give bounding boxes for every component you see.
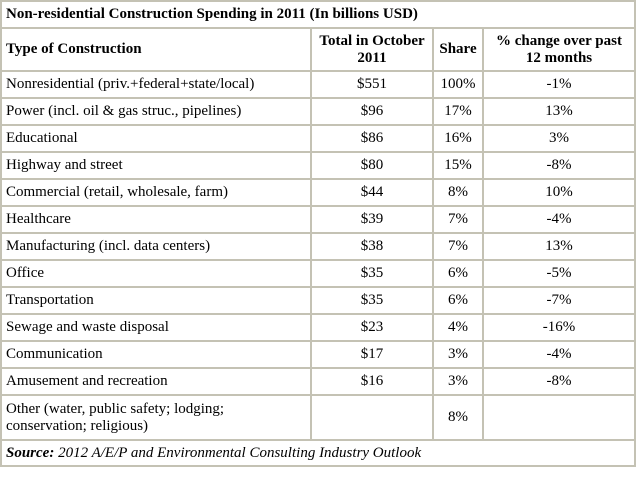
source-row: Source: 2012 A/E/P and Environmental Con… — [0, 439, 636, 467]
type-cell: Manufacturing (incl. data centers) — [0, 232, 312, 261]
table-row: Manufacturing (incl. data centers) $38 7% 1… — [0, 232, 636, 261]
total-cell: $23 — [310, 313, 434, 342]
share-cell: 16% — [432, 124, 484, 153]
source-note: Source: 2012 A/E/P and Environmental Con… — [0, 439, 636, 467]
share-cell: 8% — [432, 394, 484, 441]
type-cell: Power (incl. oil & gas struc., pipelines… — [0, 97, 312, 126]
total-cell: $35 — [310, 286, 434, 315]
share-cell: 17% — [432, 97, 484, 126]
header-type: Type of Construction — [0, 27, 312, 72]
share-cell: 8% — [432, 178, 484, 207]
table-row: Office $35 6% -5% — [0, 259, 636, 288]
type-cell: Sewage and waste disposal — [0, 313, 312, 342]
table-row: Amusement and recreation $16 3% -8% — [0, 367, 636, 396]
total-cell: $80 — [310, 151, 434, 180]
type-cell: Nonresidential (priv.+federal+state/loca… — [0, 70, 312, 99]
total-cell: $86 — [310, 124, 434, 153]
type-cell: Other (water, public safety; lodging; co… — [0, 394, 312, 441]
share-cell: 6% — [432, 286, 484, 315]
change-cell: 3% — [481, 124, 636, 153]
type-cell: Transportation — [0, 286, 312, 315]
share-cell: 100% — [432, 70, 484, 99]
total-cell: $39 — [310, 205, 434, 234]
table-title-row: Non-residential Construction Spending in… — [0, 0, 636, 29]
type-cell: Amusement and recreation — [0, 367, 312, 396]
total-cell: $44 — [310, 178, 434, 207]
table-row: Nonresidential (priv.+federal+state/loca… — [0, 70, 636, 99]
change-cell: -7% — [481, 286, 636, 315]
header-share: Share — [432, 27, 484, 72]
type-cell: Educational — [0, 124, 312, 153]
share-cell: 7% — [432, 232, 484, 261]
header-row: Type of Construction Total in October 20… — [0, 27, 636, 72]
change-cell: 10% — [481, 178, 636, 207]
total-cell: $38 — [310, 232, 434, 261]
change-cell: -1% — [481, 70, 636, 99]
share-cell: 6% — [432, 259, 484, 288]
total-cell — [310, 394, 434, 441]
change-cell: -4% — [481, 340, 636, 369]
type-cell: Commercial (retail, wholesale, farm) — [0, 178, 312, 207]
table-row: Transportation $35 6% -7% — [0, 286, 636, 315]
source-text: 2012 A/E/P and Environmental Consulting … — [58, 444, 422, 461]
table-row: Commercial (retail, wholesale, farm) $44 8… — [0, 178, 636, 207]
change-cell: -8% — [481, 367, 636, 396]
total-cell: $17 — [310, 340, 434, 369]
change-cell: 13% — [481, 232, 636, 261]
share-cell: 4% — [432, 313, 484, 342]
total-cell: $35 — [310, 259, 434, 288]
table-row: Highway and street $80 15% -8% — [0, 151, 636, 180]
type-cell: Communication — [0, 340, 312, 369]
change-cell: -5% — [481, 259, 636, 288]
table-row: Power (incl. oil & gas struc., pipelines… — [0, 97, 636, 126]
change-cell: -16% — [481, 313, 636, 342]
table-row: Educational $86 16% 3% — [0, 124, 636, 153]
type-cell: Office — [0, 259, 312, 288]
change-cell — [481, 394, 636, 441]
table-row: Sewage and waste disposal $23 4% -16% — [0, 313, 636, 342]
share-cell: 3% — [432, 367, 484, 396]
change-cell: -4% — [481, 205, 636, 234]
source-label: Source: — [6, 444, 55, 461]
header-total: Total in October 2011 — [310, 27, 434, 72]
share-cell: 3% — [432, 340, 484, 369]
total-cell: $16 — [310, 367, 434, 396]
share-cell: 15% — [432, 151, 484, 180]
spending-table: Non-residential Construction Spending in… — [0, 0, 636, 467]
type-cell: Highway and street — [0, 151, 312, 180]
table-row: Healthcare $39 7% -4% — [0, 205, 636, 234]
header-change: % change over past 12 months — [481, 27, 636, 72]
type-cell: Healthcare — [0, 205, 312, 234]
table-row: Other (water, public safety; lodging; co… — [0, 394, 636, 441]
share-cell: 7% — [432, 205, 484, 234]
table-row: Communication $17 3% -4% — [0, 340, 636, 369]
total-cell: $96 — [310, 97, 434, 126]
change-cell: 13% — [481, 97, 636, 126]
total-cell: $551 — [310, 70, 434, 99]
change-cell: -8% — [481, 151, 636, 180]
table-title: Non-residential Construction Spending in… — [0, 0, 636, 29]
